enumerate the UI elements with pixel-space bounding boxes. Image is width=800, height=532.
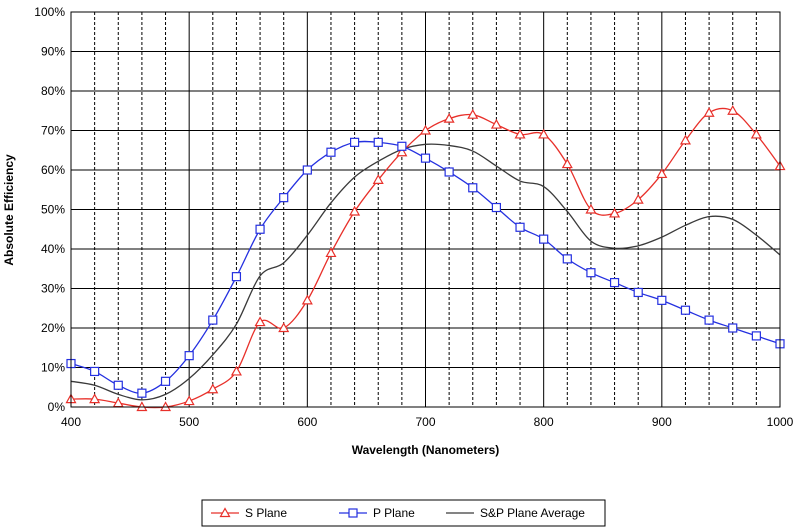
y-tick-label: 10% [41, 361, 65, 375]
legend-label: S&P Plane Average [480, 506, 585, 520]
data-point [207, 383, 219, 394]
data-point [113, 380, 123, 390]
data-point [279, 193, 289, 203]
data-point [90, 366, 100, 377]
data-point [704, 315, 714, 325]
y-tick-label: 40% [41, 242, 65, 256]
y-tick-label: 50% [41, 203, 65, 217]
series-s-p-plane-average [70, 143, 781, 401]
data-point [467, 108, 479, 119]
data-point [325, 247, 337, 258]
data-point [703, 107, 715, 117]
y-tick-label: 20% [41, 321, 65, 335]
data-point [515, 222, 525, 232]
legend-marker [348, 508, 358, 518]
data-point [657, 295, 667, 305]
data-point [302, 165, 312, 175]
data-point [633, 287, 643, 298]
data-point [680, 305, 691, 315]
series-s-plane [65, 105, 786, 412]
data-point [254, 316, 266, 327]
data-point [349, 205, 361, 216]
data-point [230, 365, 242, 376]
data-point [326, 147, 336, 157]
legend-box [201, 499, 606, 527]
data-point [632, 193, 644, 204]
data-point [444, 167, 454, 177]
legend-marker [219, 507, 231, 518]
data-point [184, 351, 194, 361]
legend-label: P Plane [373, 506, 415, 520]
data-point [231, 272, 242, 282]
data-point [255, 224, 265, 234]
legend-item: S&P Plane Average [446, 506, 585, 520]
data-point [514, 128, 526, 139]
data-point [372, 174, 384, 184]
data-point [420, 153, 431, 163]
y-axis-title: Absolute Efficiency [2, 154, 16, 266]
data-point [160, 376, 171, 386]
data-point [491, 202, 501, 213]
y-tick-label: 90% [41, 45, 65, 59]
x-tick-label: 400 [61, 415, 81, 429]
x-tick-label: 1000 [767, 415, 794, 429]
series-line [70, 143, 781, 401]
legend-item: P Plane [339, 506, 415, 520]
y-tick-label: 30% [41, 282, 65, 296]
data-point [750, 128, 762, 139]
x-tick-label: 700 [415, 415, 435, 429]
data-point [183, 395, 195, 406]
legend: S Plane P Plane S&P Plane Average [201, 499, 606, 527]
data-point [561, 158, 573, 169]
data-point [89, 393, 101, 404]
data-point [586, 268, 596, 278]
x-tick-label: 800 [534, 415, 554, 429]
data-point [396, 146, 408, 157]
data-point [208, 315, 218, 325]
y-tick-label: 100% [34, 5, 65, 19]
data-point [585, 203, 597, 214]
plot-frame [70, 11, 781, 408]
x-axis-title: Wavelength (Nanometers) [352, 443, 500, 457]
data-point [727, 105, 739, 115]
data-point [443, 112, 455, 123]
legend-label: S Plane [245, 506, 287, 520]
data-point [609, 277, 620, 288]
data-point [679, 134, 691, 145]
data-point [278, 322, 290, 333]
data-point [397, 141, 407, 151]
data-point [751, 331, 761, 341]
y-tick-label: 60% [41, 163, 65, 177]
y-tick-label: 70% [41, 124, 65, 138]
data-point [562, 254, 572, 264]
y-tick-label: 0% [48, 400, 66, 414]
x-tick-label: 600 [297, 415, 317, 429]
x-tick-label: 900 [652, 415, 672, 429]
series-layer [65, 105, 786, 412]
data-point [350, 137, 360, 147]
data-point [373, 137, 383, 147]
data-point [539, 234, 549, 244]
series-p-plane [66, 137, 785, 398]
tick-labels: 400 500 600 700 800 900 1000 0% 10% 20% 30% 40% 50% 6… [34, 5, 793, 429]
x-tick-label: 500 [179, 415, 199, 429]
data-point [419, 124, 432, 135]
data-point [490, 118, 502, 129]
y-tick-label: 80% [41, 84, 65, 98]
legend-item: S Plane [211, 506, 287, 520]
data-point [301, 294, 313, 305]
data-point [538, 128, 550, 139]
data-point [656, 168, 668, 179]
data-point [468, 183, 478, 193]
data-point [728, 323, 738, 333]
data-point [137, 388, 147, 398]
data-point [609, 207, 621, 218]
